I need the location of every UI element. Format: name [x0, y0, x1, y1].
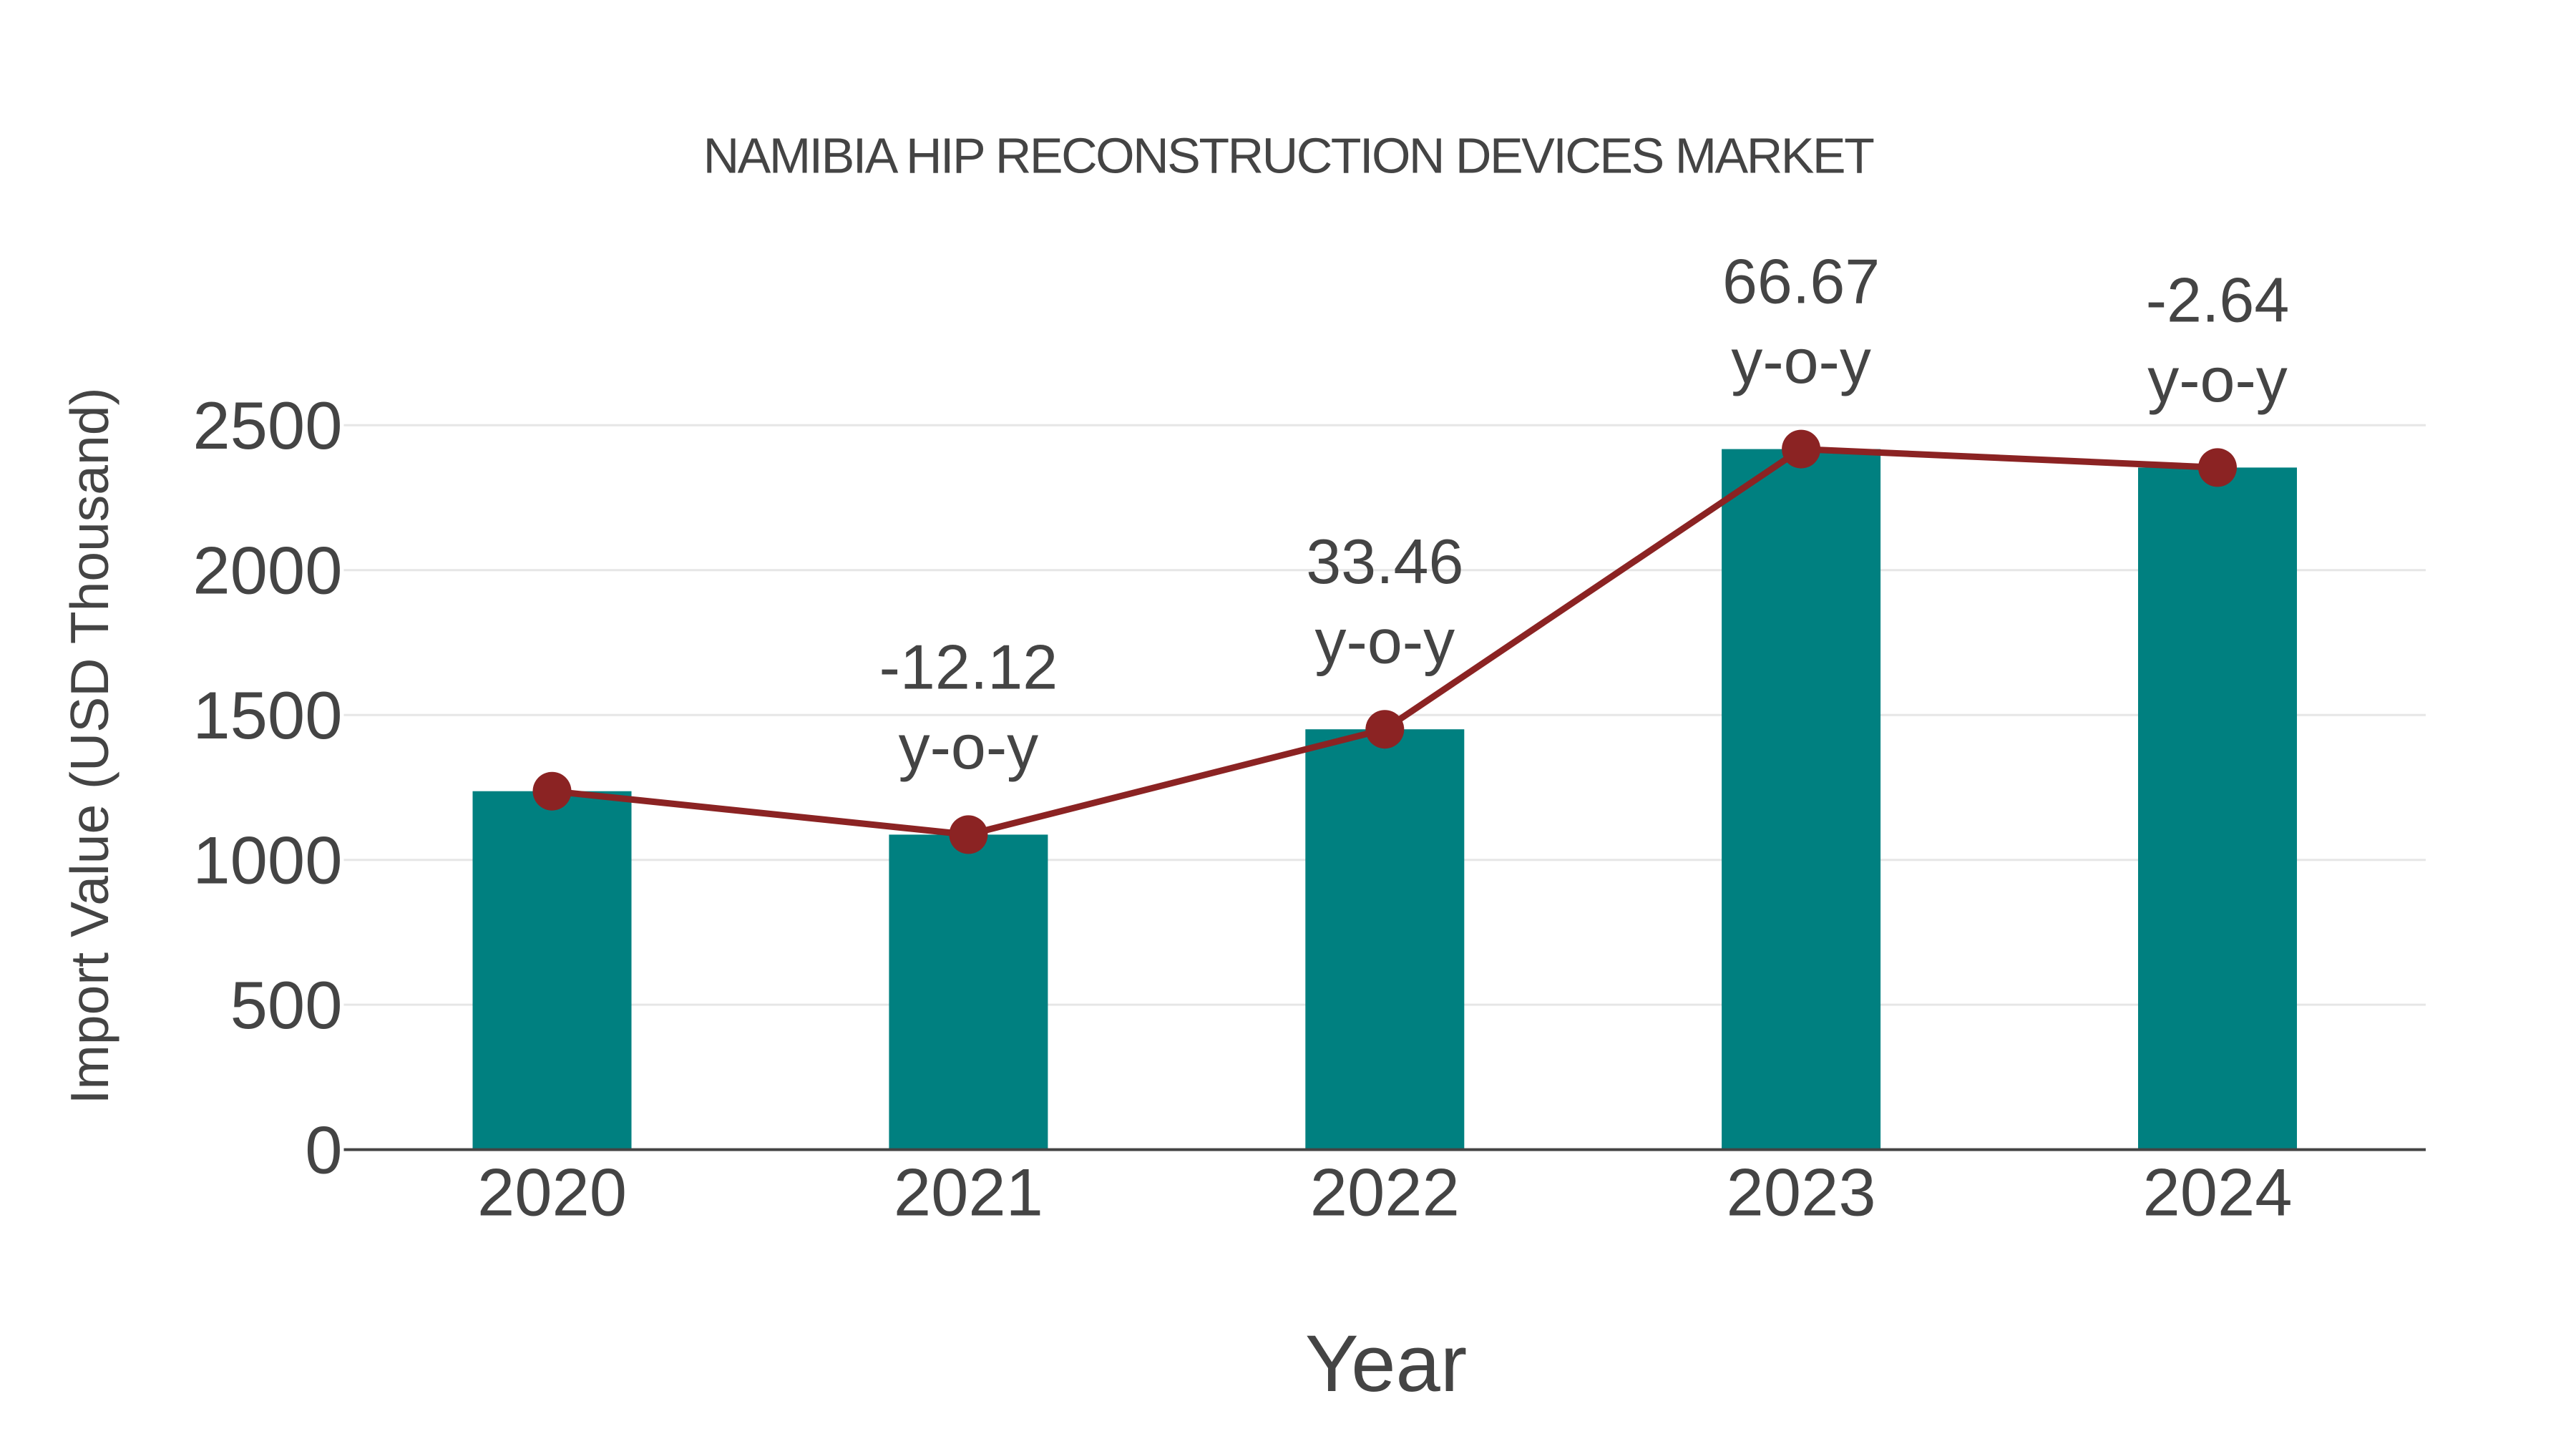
svg-text:1500: 1500 [192, 678, 342, 753]
svg-text:y-o-y: y-o-y [2147, 344, 2288, 415]
svg-text:2024: 2024 [2142, 1155, 2292, 1230]
svg-text:33.46: 33.46 [1306, 526, 1463, 597]
svg-text:2500: 2500 [192, 388, 342, 463]
svg-text:66.67: 66.67 [1722, 246, 1880, 317]
svg-text:y-o-y: y-o-y [1315, 606, 1455, 677]
svg-text:1000: 1000 [192, 823, 342, 898]
svg-text:Import Value (USD Thousand): Import Value (USD Thousand) [59, 388, 119, 1105]
svg-text:NAMIBIA HIP RECONSTRUCTION DEV: NAMIBIA HIP RECONSTRUCTION DEVICES MARKE… [703, 128, 1875, 184]
svg-text:Year: Year [1305, 1319, 1467, 1408]
svg-text:2021: 2021 [894, 1155, 1043, 1230]
svg-text:2023: 2023 [1727, 1155, 1876, 1230]
svg-text:500: 500 [230, 967, 343, 1043]
svg-text:2022: 2022 [1310, 1155, 1460, 1230]
svg-text:-2.64: -2.64 [2146, 264, 2290, 335]
svg-text:2000: 2000 [192, 533, 342, 608]
svg-text:0: 0 [305, 1113, 342, 1188]
svg-text:y-o-y: y-o-y [899, 711, 1039, 782]
svg-text:y-o-y: y-o-y [1731, 326, 1871, 396]
svg-text:-12.12: -12.12 [879, 631, 1058, 702]
svg-text:2020: 2020 [477, 1155, 627, 1230]
